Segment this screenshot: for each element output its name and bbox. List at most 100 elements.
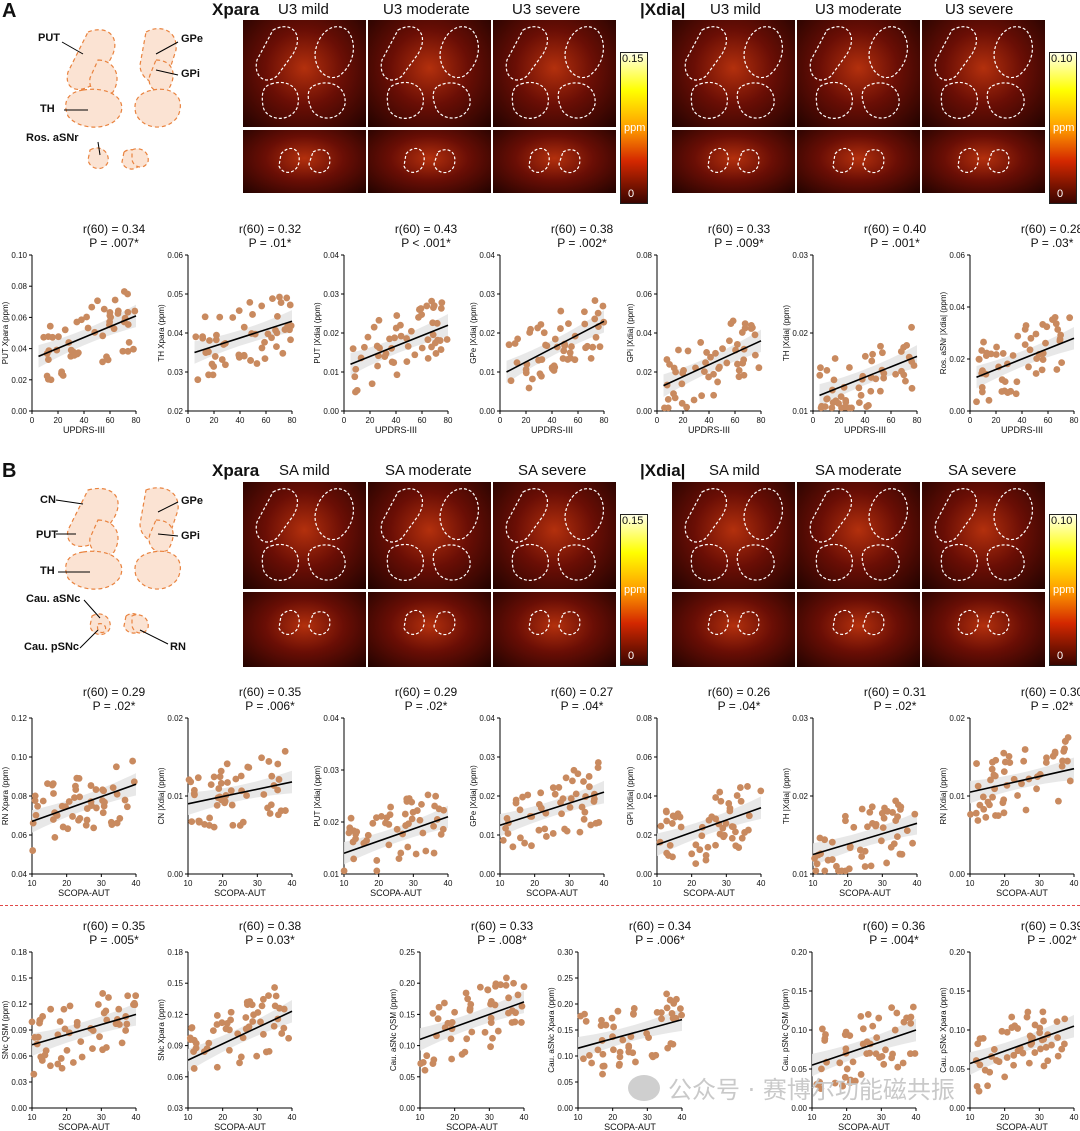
- x-axis-label: SCOPA-AUT: [839, 888, 891, 898]
- y-tick-label: 0.00: [11, 407, 27, 416]
- data-point: [216, 313, 224, 321]
- y-axis-label: TH |Xdia| (ppm): [782, 305, 791, 362]
- data-point: [998, 388, 1006, 395]
- data-point: [280, 1005, 288, 1013]
- stat-r: r(60) = 0.35: [239, 685, 302, 699]
- data-point: [201, 313, 209, 321]
- stat-p: P = 0.03*: [245, 933, 295, 947]
- roi-outline: [957, 609, 1010, 636]
- roi-outline: [707, 609, 760, 636]
- data-point: [717, 797, 725, 805]
- data-point: [364, 333, 372, 341]
- roi-contour: [403, 609, 425, 635]
- data-point: [112, 763, 120, 771]
- data-point: [580, 778, 587, 785]
- data-point: [387, 803, 395, 811]
- data-point: [99, 809, 107, 817]
- y-tick-label: 0.04: [636, 792, 652, 801]
- y-tick-label: 0.01: [323, 368, 339, 377]
- data-point: [980, 338, 987, 346]
- data-point: [1027, 334, 1035, 342]
- data-point: [104, 356, 112, 364]
- x-tick-label: 40: [80, 416, 89, 425]
- data-point: [836, 1059, 844, 1067]
- data-point: [253, 360, 261, 367]
- data-point: [466, 1005, 474, 1012]
- data-point: [911, 810, 919, 818]
- data-point: [542, 833, 550, 840]
- panel-a-xpara-col-1: U3 mild: [278, 1, 329, 18]
- roi-contour: [707, 147, 729, 173]
- data-point: [559, 355, 567, 362]
- data-point: [114, 310, 122, 317]
- data-point: [1018, 780, 1025, 788]
- x-tick-label: 30: [253, 1113, 262, 1122]
- roi-contour: [314, 26, 355, 79]
- y-tick-label: 0.04: [11, 345, 27, 354]
- data-point: [213, 1012, 221, 1019]
- y-tick-label: 0.08: [636, 251, 652, 260]
- data-point: [375, 316, 383, 324]
- data-point: [678, 1011, 685, 1019]
- roi-contour: [737, 611, 760, 636]
- stat-p: P = .04*: [718, 699, 761, 713]
- data-point: [541, 825, 549, 833]
- data-point: [812, 867, 820, 875]
- data-point: [551, 790, 559, 798]
- data-point: [673, 995, 680, 1003]
- y-tick-label: 0.15: [11, 974, 27, 983]
- data-point: [249, 311, 256, 318]
- x-tick-label: 20: [1000, 1113, 1009, 1122]
- data-point: [73, 1018, 81, 1026]
- data-point: [47, 1005, 55, 1013]
- data-point: [850, 823, 858, 831]
- y-tick-label: 0.03: [479, 290, 495, 299]
- data-point: [210, 823, 218, 831]
- y-tick-label: 0.02: [479, 792, 495, 801]
- data-point: [99, 990, 107, 997]
- data-point: [590, 798, 598, 805]
- y-tick-label: 0.15: [167, 979, 183, 988]
- data-point: [349, 838, 357, 846]
- data-point: [373, 814, 380, 822]
- wechat-icon: [628, 1074, 660, 1101]
- data-point: [240, 351, 248, 359]
- data-point: [206, 814, 214, 822]
- data-point: [899, 1059, 907, 1067]
- panel-a-xpara-mild-midbrain-map: [243, 130, 366, 193]
- x-axis-label: SCOPA-AUT: [214, 888, 266, 898]
- data-point: [1049, 316, 1056, 324]
- x-tick-label: 10: [808, 1113, 817, 1122]
- data-point: [625, 1042, 633, 1050]
- y-tick-label: 0.25: [399, 948, 415, 957]
- data-point: [737, 797, 745, 805]
- data-point: [285, 1034, 293, 1042]
- data-point: [232, 775, 240, 783]
- data-point: [976, 1061, 984, 1069]
- y-axis-label: RN Xpara (ppm): [1, 767, 10, 826]
- data-point: [876, 387, 884, 395]
- data-point: [41, 1051, 49, 1059]
- x-tick-label: 20: [679, 416, 688, 425]
- data-point: [129, 757, 137, 765]
- data-point: [259, 995, 267, 1003]
- data-point: [65, 798, 73, 805]
- roi-outline: [809, 26, 909, 119]
- data-point: [857, 1012, 865, 1020]
- data-point: [1048, 1041, 1055, 1049]
- x-axis-label: SCOPA-AUT: [838, 1122, 890, 1131]
- x-axis-label: SCOPA-AUT: [58, 888, 110, 898]
- data-point: [55, 333, 62, 341]
- data-point: [31, 792, 39, 800]
- data-point: [906, 1050, 914, 1058]
- data-point: [192, 1039, 200, 1047]
- data-point: [383, 814, 391, 822]
- data-point: [265, 992, 272, 1000]
- x-tick-label: 30: [97, 1113, 106, 1122]
- x-tick-label: 20: [530, 879, 539, 888]
- y-tick-label: 0.04: [949, 303, 965, 312]
- data-point: [345, 829, 353, 837]
- data-point: [350, 855, 358, 863]
- data-point: [1039, 1008, 1047, 1016]
